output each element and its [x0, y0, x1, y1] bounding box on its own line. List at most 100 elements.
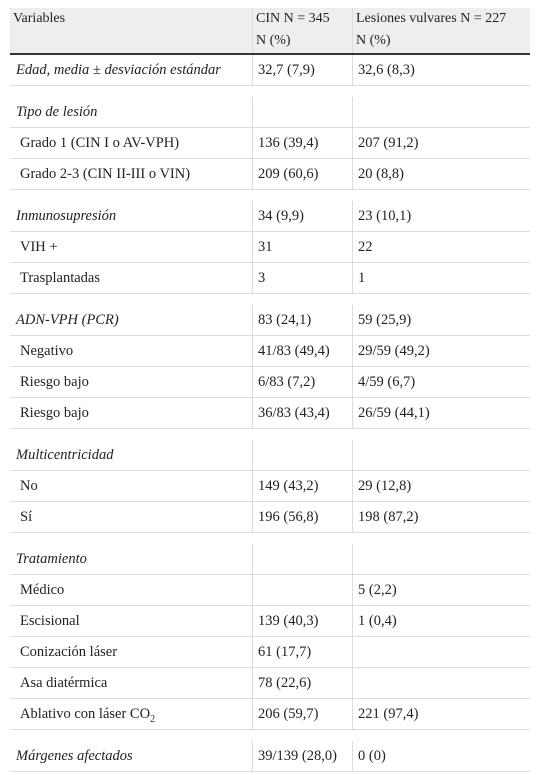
- item-label-text: Riesgo bajo: [20, 374, 89, 390]
- value-cell: 83 (24,1): [252, 305, 352, 336]
- value-text: 221 (97,4): [358, 706, 419, 722]
- value-cell: 5 (2,2): [352, 575, 530, 606]
- value-cell: 209 (60,6): [252, 159, 352, 190]
- item-label: Conización láser: [10, 637, 252, 668]
- value-text: 41/83 (49,4): [258, 343, 330, 359]
- header-cell: CIN N = 345 N (%): [252, 8, 352, 53]
- value-cell: 198 (87,2): [352, 502, 530, 533]
- item-label: Sí: [10, 502, 252, 533]
- item-label-text: Negativo: [20, 343, 74, 359]
- value-text: 23 (10,1): [358, 208, 412, 224]
- group-title-text: Márgenes afectados: [16, 748, 133, 764]
- item-label: Negativo: [10, 336, 252, 367]
- value-cell: 23 (10,1): [352, 201, 530, 232]
- value-text: 0 (0): [358, 748, 386, 764]
- value-cell: 78 (22,6): [252, 668, 352, 699]
- value-text: 149 (43,2): [258, 478, 319, 494]
- subscript: 2: [150, 713, 156, 725]
- value-cell: 207 (91,2): [352, 128, 530, 159]
- header-text: CIN N = 345: [256, 11, 330, 26]
- header-cell: Lesiones vulvares N = 227 N (%): [352, 8, 530, 53]
- value-text: 207 (91,2): [358, 135, 419, 151]
- header-rule: [10, 53, 530, 55]
- value-text: 3: [258, 270, 266, 286]
- group-title: Inmunosupresión: [10, 201, 252, 232]
- group-title: Tipo de lesión: [10, 97, 252, 128]
- value-cell: 36/83 (43,4): [252, 398, 352, 429]
- item-label-text: No: [20, 478, 38, 494]
- value-text: 20 (8,8): [358, 166, 404, 182]
- group-title-text: Multicentricidad: [16, 447, 114, 463]
- value-cell: 3: [252, 263, 352, 294]
- item-label-text: Riesgo bajo: [20, 405, 89, 421]
- item-label-text: Conización láser: [20, 644, 118, 660]
- group-title: Tratamiento: [10, 544, 252, 575]
- value-text: 6/83 (7,2): [258, 374, 316, 390]
- header-text: Lesiones vulvares N = 227: [356, 11, 507, 26]
- value-text: 1: [358, 270, 366, 286]
- item-label-text: Sí: [20, 509, 33, 525]
- value-text: 198 (87,2): [358, 509, 419, 525]
- group-title-text: Edad, media ± desviación estándar: [16, 62, 221, 78]
- value-text: 29/59 (49,2): [358, 343, 430, 359]
- value-text: 36/83 (43,4): [258, 405, 330, 421]
- value-cell: 6/83 (7,2): [252, 367, 352, 398]
- value-cell: 34 (9,9): [252, 201, 352, 232]
- group-title-text: Tratamiento: [16, 551, 87, 567]
- value-cell: 206 (59,7): [252, 699, 352, 730]
- item-label: Ablativo con láser CO2: [10, 699, 252, 730]
- item-label-text: Escisional: [20, 613, 80, 629]
- value-cell: [352, 637, 530, 668]
- value-text: 5 (2,2): [358, 582, 397, 598]
- value-cell: 29/59 (49,2): [352, 336, 530, 367]
- value-cell: 26/59 (44,1): [352, 398, 530, 429]
- item-label: Médico: [10, 575, 252, 606]
- value-cell: 139 (40,3): [252, 606, 352, 637]
- value-cell: [252, 440, 352, 471]
- value-cell: 22: [352, 232, 530, 263]
- value-cell: 136 (39,4): [252, 128, 352, 159]
- item-label-text: Trasplantadas: [20, 270, 101, 286]
- group-title-text: Tipo de lesión: [16, 104, 98, 120]
- item-label: Riesgo bajo: [10, 398, 252, 429]
- group-title: Márgenes afectados: [10, 741, 252, 772]
- group-title: ADN-VPH (PCR): [10, 305, 252, 336]
- item-label: Grado 2-3 (CIN II-III o VIN): [10, 159, 252, 190]
- header-text: N (%): [356, 33, 391, 48]
- value-cell: 4/59 (6,7): [352, 367, 530, 398]
- value-cell: 1 (0,4): [352, 606, 530, 637]
- value-text: 59 (25,9): [358, 312, 412, 328]
- item-label: No: [10, 471, 252, 502]
- value-text: 209 (60,6): [258, 166, 319, 182]
- value-cell: [352, 440, 530, 471]
- value-text: 83 (24,1): [258, 312, 312, 328]
- value-cell: 41/83 (49,4): [252, 336, 352, 367]
- item-label: Trasplantadas: [10, 263, 252, 294]
- header-text: N (%): [256, 33, 291, 48]
- value-text: 206 (59,7): [258, 706, 319, 722]
- value-cell: [352, 668, 530, 699]
- item-label: Grado 1 (CIN I o AV-VPH): [10, 128, 252, 159]
- value-text: 78 (22,6): [258, 675, 312, 691]
- value-text: 29 (12,8): [358, 478, 412, 494]
- value-text: 61 (17,7): [258, 644, 312, 660]
- value-cell: 39/139 (28,0): [252, 741, 352, 772]
- group-title-text: ADN-VPH (PCR): [16, 312, 119, 328]
- value-text: 136 (39,4): [258, 135, 319, 151]
- value-cell: 149 (43,2): [252, 471, 352, 502]
- item-label-text: Grado 2-3 (CIN II-III o VIN): [20, 166, 191, 182]
- value-text: 139 (40,3): [258, 613, 319, 629]
- value-text: 4/59 (6,7): [358, 374, 416, 390]
- header-cell: Variables: [10, 8, 252, 53]
- item-label: Escisional: [10, 606, 252, 637]
- item-label-text: Grado 1 (CIN I o AV-VPH): [20, 135, 180, 151]
- value-cell: 32,6 (8,3): [352, 55, 530, 86]
- group-title: Edad, media ± desviación estándar: [10, 55, 252, 86]
- group-title-text: Inmunosupresión: [16, 208, 117, 224]
- item-label-text: Asa diatérmica: [20, 675, 108, 691]
- value-text: 26/59 (44,1): [358, 405, 430, 421]
- header-text: Variables: [13, 11, 66, 26]
- value-text: 34 (9,9): [258, 208, 304, 224]
